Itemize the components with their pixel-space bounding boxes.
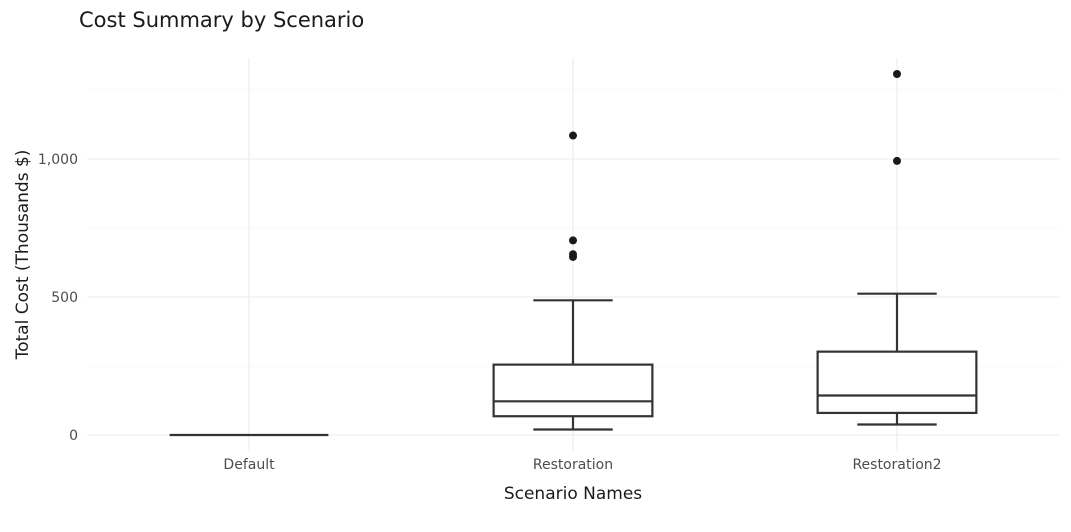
x-tick-label: Default [223,457,275,473]
y-tick-label: 1,000 [38,152,78,168]
outlier-point [893,69,901,78]
y-axis-ticks: 0 500 1,000 [38,152,78,444]
y-axis-title: Total Cost (Thousands $) [13,150,33,361]
boxes-layer [169,69,978,437]
y-tick-label: 500 [51,290,78,306]
x-axis-ticks: Default Restoration Restoration2 [223,457,941,473]
box-restoration2 [816,69,978,426]
x-tick-label: Restoration2 [852,457,941,473]
outlier-point [569,131,577,140]
iqr-box [492,363,654,418]
outlier-point [569,236,577,245]
outlier-point [893,156,901,165]
outlier-point [569,250,577,259]
iqr-box [816,350,978,415]
box-restoration [492,131,654,431]
y-tick-label: 0 [69,428,78,444]
x-axis-title: Scenario Names [504,484,642,504]
x-tick-label: Restoration [533,457,613,473]
chart-title: Cost Summary by Scenario [79,8,365,32]
